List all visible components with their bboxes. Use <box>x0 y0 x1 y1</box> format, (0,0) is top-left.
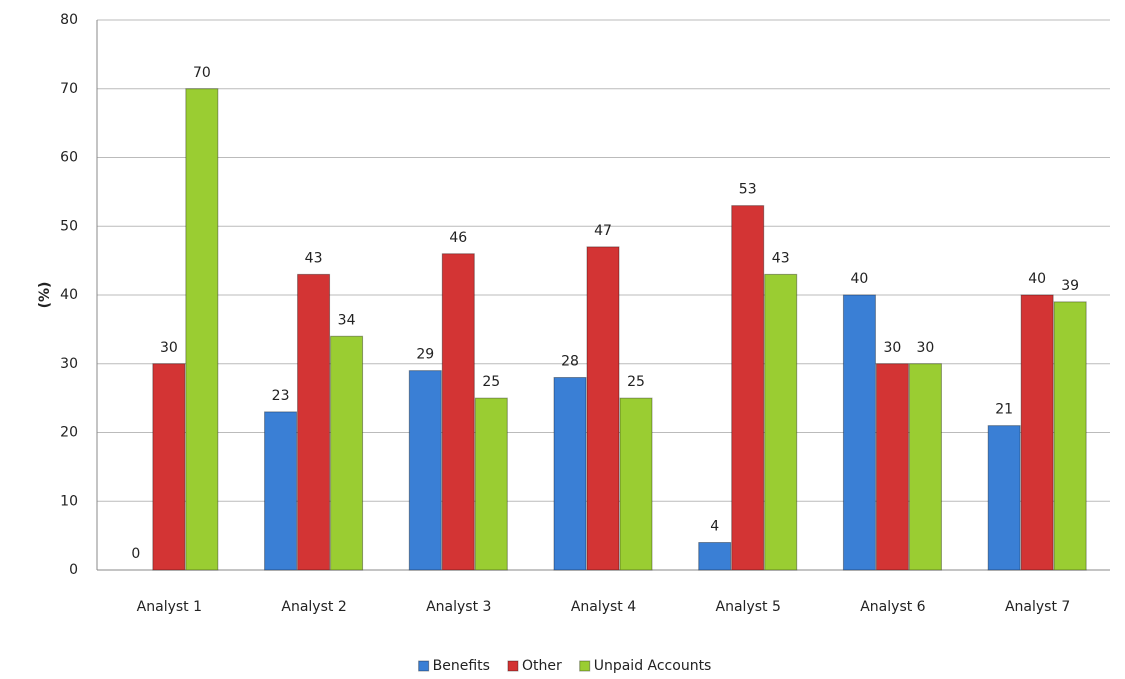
legend-label: Unpaid Accounts <box>594 658 712 674</box>
legend-label: Benefits <box>433 658 490 674</box>
data-label: 47 <box>594 223 612 239</box>
bar <box>474 397 508 571</box>
bar <box>987 425 1021 571</box>
data-label: 30 <box>884 340 902 356</box>
bar <box>908 363 942 571</box>
bar <box>731 205 765 571</box>
data-label: 30 <box>917 340 935 356</box>
data-label: 30 <box>160 340 178 356</box>
data-label: 46 <box>449 230 467 246</box>
bar <box>441 253 475 571</box>
data-label: 4 <box>710 519 719 535</box>
x-tick-label: Analyst 2 <box>281 599 346 615</box>
y-tick-label: 10 <box>60 493 78 509</box>
bar <box>408 370 442 571</box>
data-label: 43 <box>305 250 323 266</box>
legend-swatch <box>579 660 591 672</box>
x-tick-label: Analyst 1 <box>137 599 202 615</box>
bar <box>875 363 909 571</box>
data-label: 25 <box>627 374 645 390</box>
y-tick-label: 0 <box>69 562 78 578</box>
bar <box>1020 294 1054 571</box>
x-tick-label: Analyst 7 <box>1005 599 1070 615</box>
bar <box>185 88 219 571</box>
bar <box>619 397 653 571</box>
bar <box>698 542 732 571</box>
bar <box>586 246 620 571</box>
data-label: 25 <box>482 374 500 390</box>
data-label: 21 <box>995 402 1013 418</box>
data-label: 43 <box>772 250 790 266</box>
x-tick-label: Analyst 3 <box>426 599 491 615</box>
bar <box>330 335 364 571</box>
x-tick-label: Analyst 6 <box>860 599 925 615</box>
y-axis-label: (%) <box>37 282 53 309</box>
data-label: 29 <box>416 347 434 363</box>
data-label: 40 <box>1028 271 1046 287</box>
legend-swatch <box>507 660 519 672</box>
y-tick-label: 50 <box>60 218 78 234</box>
data-label: 39 <box>1061 278 1079 294</box>
bar <box>264 411 298 571</box>
bar <box>553 377 587 571</box>
y-tick-label: 60 <box>60 150 78 166</box>
bar <box>764 273 798 571</box>
y-tick-label: 20 <box>60 425 78 441</box>
legend-label: Other <box>522 658 562 674</box>
data-label: 23 <box>272 388 290 404</box>
y-tick-label: 80 <box>60 12 78 28</box>
data-label: 0 <box>131 546 140 562</box>
y-tick-label: 40 <box>60 287 78 303</box>
data-label: 40 <box>851 271 869 287</box>
bar <box>1053 301 1087 571</box>
y-tick-label: 30 <box>60 356 78 372</box>
data-label: 53 <box>739 182 757 198</box>
bar <box>842 294 876 571</box>
x-tick-label: Analyst 5 <box>716 599 781 615</box>
y-tick-label: 70 <box>60 81 78 97</box>
bar <box>152 363 186 571</box>
x-tick-label: Analyst 4 <box>571 599 636 615</box>
data-label: 34 <box>338 312 356 328</box>
bar <box>297 273 331 571</box>
data-label: 70 <box>193 65 211 81</box>
data-label: 28 <box>561 354 579 370</box>
legend-swatch <box>418 660 430 672</box>
